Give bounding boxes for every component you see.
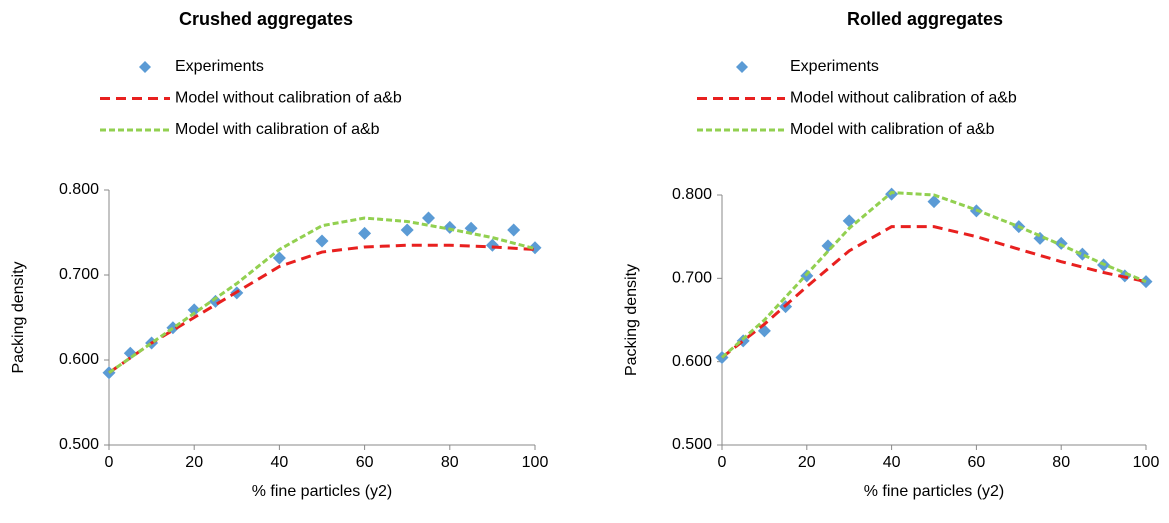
y-tick-label: 0.500 (59, 436, 99, 453)
data-point (1054, 236, 1068, 250)
y-tick-label: 0.800 (672, 186, 712, 203)
x-tick-label: 80 (441, 454, 459, 471)
x-tick-label: 20 (185, 454, 203, 471)
y-axis-label: Packing density (623, 264, 640, 376)
y-tick-label: 0.600 (59, 351, 99, 368)
x-tick-label: 0 (718, 454, 727, 471)
data-point (272, 251, 286, 265)
data-point (422, 211, 435, 225)
series-line (108, 216, 536, 374)
legend-label: Model with calibration of a&b (790, 121, 995, 138)
x-tick-label: 100 (522, 454, 549, 471)
data-point (927, 195, 941, 209)
data-point (209, 294, 222, 308)
x-tick-label: 40 (883, 454, 901, 471)
series-line (108, 243, 536, 374)
y-tick-label: 0.800 (59, 181, 99, 198)
x-tick-label: 60 (968, 454, 986, 471)
x-tick-label: 40 (271, 454, 289, 471)
data-point (315, 234, 329, 248)
data-point (528, 241, 542, 255)
data-point (507, 223, 521, 237)
x-tick-label: 60 (356, 454, 374, 471)
x-axis-label: % fine particles (y2) (252, 483, 393, 500)
y-axis-label: Packing density (10, 261, 27, 373)
legend-label: Experiments (175, 58, 264, 75)
chart-title: Rolled aggregates (847, 9, 1003, 29)
y-tick-label: 0.600 (672, 353, 712, 370)
chart-title: Crushed aggregates (179, 9, 353, 29)
series-line (721, 190, 1147, 359)
data-point (485, 238, 499, 252)
data-point (842, 214, 856, 228)
legend-label: Experiments (790, 58, 879, 75)
y-tick-label: 0.700 (59, 266, 99, 283)
legend-marker (736, 61, 748, 73)
legend-label: Model with calibration of a&b (175, 121, 380, 138)
legend-marker (139, 61, 151, 73)
legend-label: Model without calibration of a&b (790, 90, 1017, 107)
x-axis-label: % fine particles (y2) (864, 483, 1005, 500)
data-point (400, 223, 414, 237)
x-tick-label: 20 (798, 454, 816, 471)
y-tick-label: 0.700 (672, 270, 712, 287)
series-line (721, 225, 1147, 359)
y-tick-label: 0.500 (672, 436, 712, 453)
data-point (187, 303, 201, 317)
x-tick-label: 0 (105, 454, 114, 471)
x-tick-label: 80 (1052, 454, 1070, 471)
x-tick-label: 100 (1133, 454, 1160, 471)
legend-label: Model without calibration of a&b (175, 90, 402, 107)
data-point (358, 226, 372, 240)
